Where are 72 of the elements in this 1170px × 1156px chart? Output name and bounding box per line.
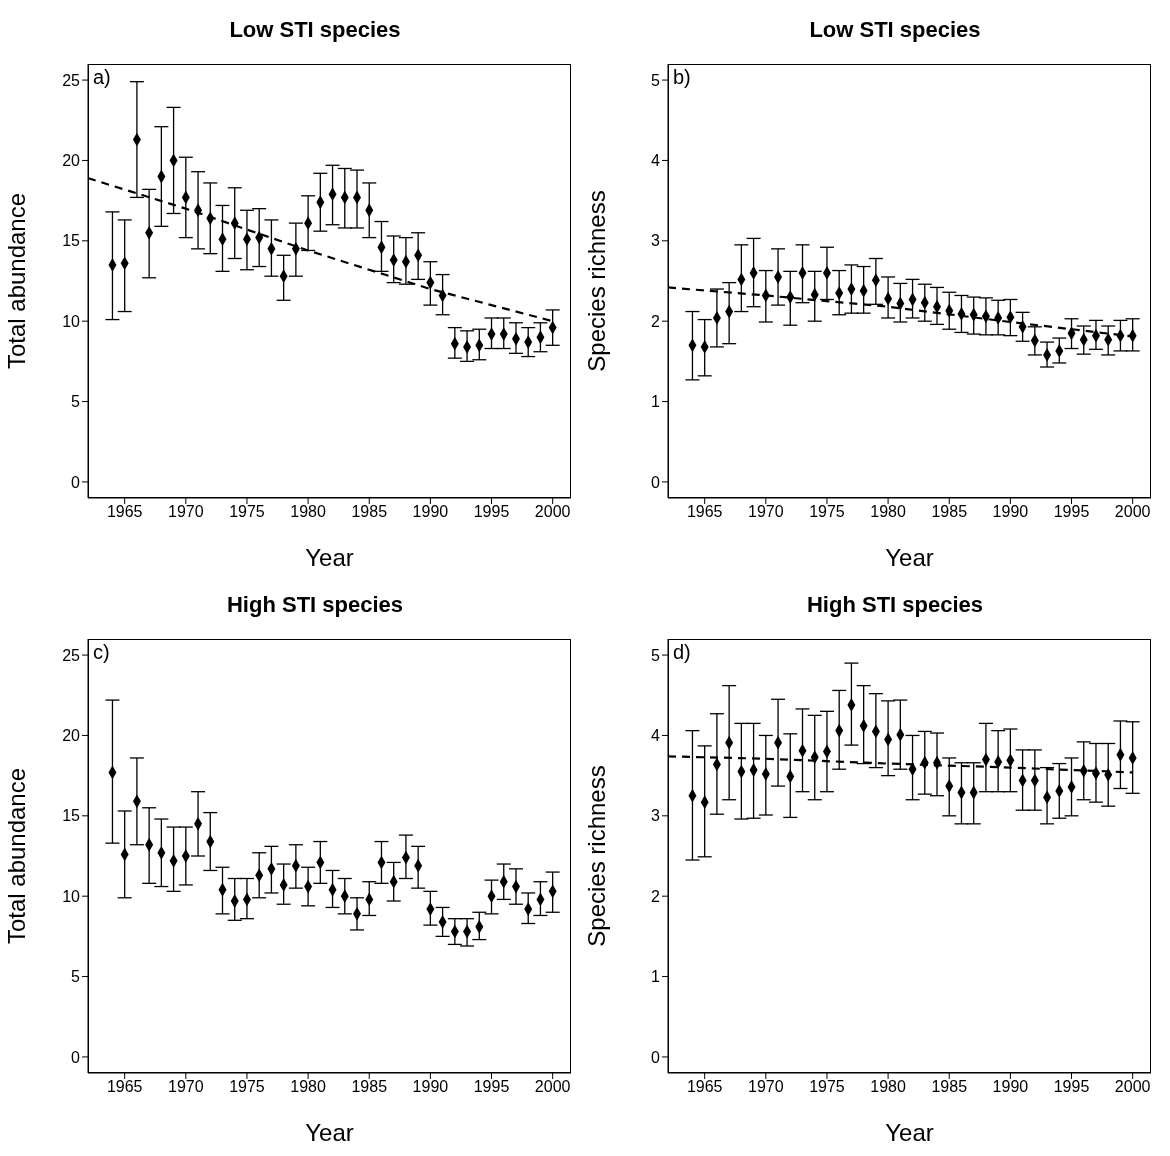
x-tick-label: 1995 [1053,503,1090,521]
x-tick-label: 2000 [534,503,571,521]
annotation: b) [673,66,691,89]
x-axis-title: Year [885,544,934,571]
y-tick-label: 2 [651,887,661,905]
x-tick-label: 1990 [412,503,449,521]
x-tick-label: 1985 [931,1078,968,1096]
x-axis-title: Year [305,1119,354,1146]
x-tick-label: 1995 [473,1078,510,1096]
x-tick-label: 1975 [229,503,265,521]
y-tick-label: 1 [651,393,661,411]
x-tick-label: 1970 [748,1078,784,1096]
y-tick-label: 3 [651,807,661,825]
y-tick-label: 20 [62,727,81,745]
x-tick-label: 2000 [1114,503,1151,521]
y-tick-label: 25 [62,646,81,664]
x-tick-label: 1990 [992,503,1029,521]
y-tick-label: 3 [651,232,661,250]
x-tick-label: 1975 [809,503,845,521]
x-tick-label: 1985 [351,503,388,521]
y-tick-label: 10 [62,887,81,905]
x-tick-label: 1990 [412,1078,449,1096]
y-tick-label: 5 [71,968,81,986]
y-tick-label: 10 [62,312,81,330]
x-tick-label: 1965 [106,1078,143,1096]
y-tick-label: 4 [651,152,661,170]
y-tick-label: 0 [651,473,661,491]
x-tick-label: 1990 [992,1078,1029,1096]
y-tick-label: 2 [651,312,661,330]
x-tick-label: 1980 [290,1078,326,1096]
x-tick-label: 1980 [870,503,906,521]
x-tick-label: 1975 [809,1078,845,1096]
x-tick-label: 2000 [1114,1078,1151,1096]
y-tick-label: 5 [71,393,81,411]
y-tick-label: 15 [62,232,81,250]
x-tick-label: 1985 [351,1078,388,1096]
x-tick-label: 1970 [748,503,784,521]
annotation: a) [93,66,111,89]
chart-title: Low STI species [808,16,982,44]
chart-title: High STI species [805,591,985,619]
y-tick-label: 0 [71,473,81,491]
y-axis-title: Total abundance [2,767,30,945]
y-axis-title: Total abundance [2,192,30,370]
y-tick-label: 5 [651,646,661,664]
y-tick-label: 1 [651,968,661,986]
y-tick-label: 15 [62,807,81,825]
y-tick-label: 0 [71,1048,81,1066]
x-axis-title: Year [305,544,354,571]
x-tick-label: 1985 [931,503,968,521]
x-tick-label: 1995 [1053,1078,1090,1096]
x-tick-label: 2000 [534,1078,571,1096]
y-tick-label: 0 [651,1048,661,1066]
x-axis-title: Year [885,1119,934,1146]
y-tick-label: 5 [651,71,661,89]
y-tick-label: 4 [651,727,661,745]
annotation: d) [673,641,691,664]
x-tick-label: 1980 [870,1078,906,1096]
y-tick-label: 20 [62,152,81,170]
x-tick-label: 1970 [168,1078,204,1096]
x-tick-label: 1975 [229,1078,265,1096]
x-tick-label: 1965 [686,503,723,521]
chart-title: Low STI species [228,16,402,44]
chart-title: High STI species [225,591,405,619]
y-axis-title: Species richness [582,765,610,947]
x-tick-label: 1970 [168,503,204,521]
x-tick-label: 1965 [106,503,143,521]
y-axis-title: Species richness [582,190,610,372]
x-tick-label: 1995 [473,503,510,521]
annotation: c) [93,641,110,664]
x-tick-label: 1965 [686,1078,723,1096]
x-tick-label: 1980 [290,503,326,521]
y-tick-label: 25 [62,71,81,89]
